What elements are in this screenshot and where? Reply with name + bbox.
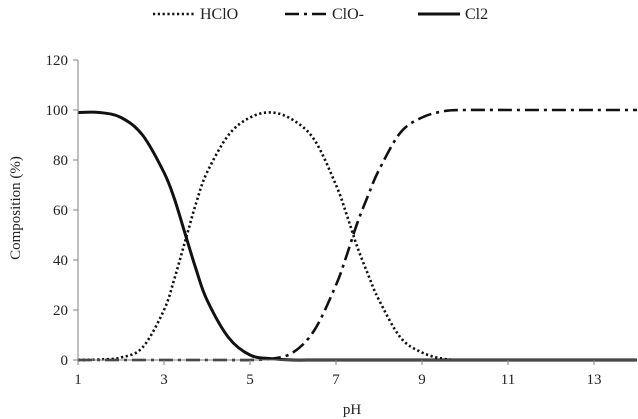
x-tick-label: 3 [160, 372, 168, 388]
y-tick-label: 20 [53, 303, 68, 319]
legend-label: HClO [200, 6, 238, 23]
y-tick-label: 120 [46, 53, 69, 69]
x-axis-title: pH [343, 402, 362, 418]
y-tick-label: 60 [53, 203, 68, 219]
series-line-cl2 [77, 110, 637, 362]
x-tick-label: 9 [418, 372, 426, 388]
x-tick-label: 5 [246, 372, 254, 388]
plot-area [77, 108, 637, 362]
y-tick-label: 40 [53, 253, 68, 269]
x-tick-label: 13 [587, 372, 602, 388]
y-tick-label: 80 [53, 153, 68, 169]
x-tick-label: 1 [74, 372, 82, 388]
legend: HClO ClO- Cl2 [153, 6, 488, 23]
legend-label: Cl2 [465, 6, 488, 23]
y-axis-title: Composition (%) [8, 156, 24, 260]
y-tick-label: 0 [61, 353, 69, 369]
x-tick-label: 7 [332, 372, 340, 388]
x-tick-label: 11 [501, 372, 515, 388]
legend-label: ClO- [332, 6, 364, 23]
series-line-clo [78, 108, 637, 362]
series-line-hclo [77, 111, 637, 362]
y-tick-label: 100 [46, 103, 69, 119]
